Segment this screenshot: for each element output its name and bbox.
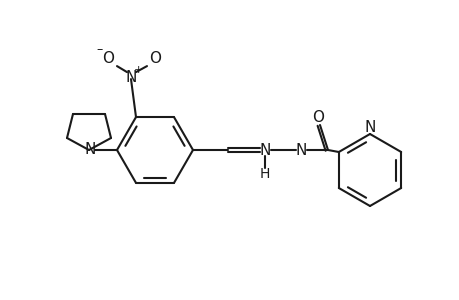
Text: N: N xyxy=(84,142,95,157)
Text: –: – xyxy=(97,43,103,56)
Text: +: + xyxy=(133,65,142,75)
Text: O: O xyxy=(311,110,323,124)
Text: N: N xyxy=(259,142,270,158)
Text: O: O xyxy=(102,51,114,66)
Text: H: H xyxy=(259,167,269,181)
Text: N: N xyxy=(364,119,375,134)
Text: O: O xyxy=(149,51,161,66)
Text: N: N xyxy=(295,142,306,158)
Text: N: N xyxy=(125,70,136,85)
